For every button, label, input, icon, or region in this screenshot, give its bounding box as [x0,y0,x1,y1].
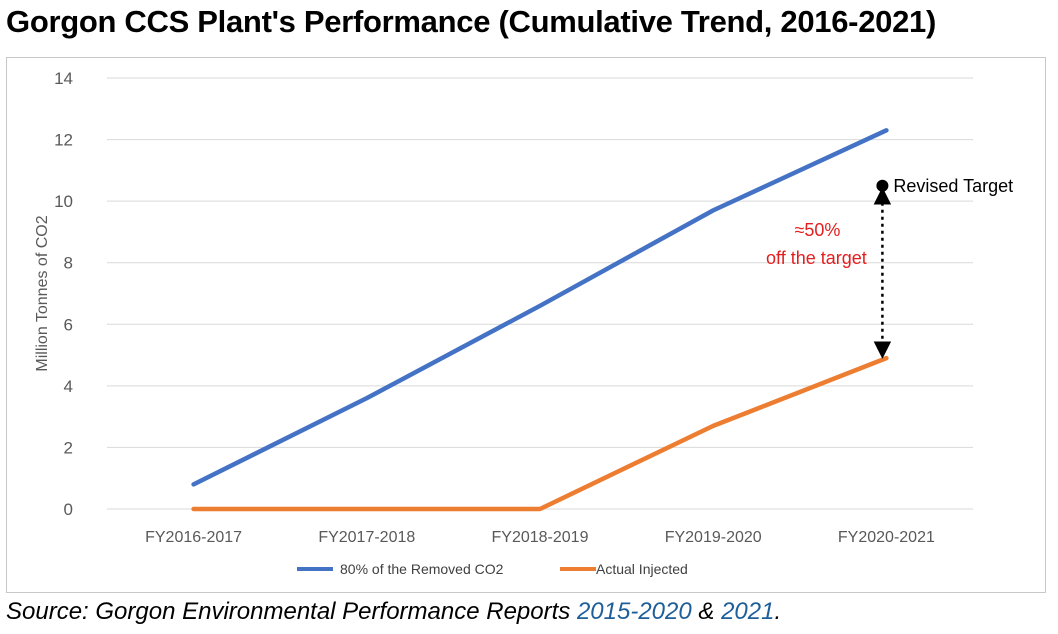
revised-target-label: Revised Target [893,176,1013,196]
y-tick-label: 2 [64,438,73,457]
y-tick-label: 4 [64,377,73,396]
source-link-2021[interactable]: 2021 [721,598,775,625]
line-chart: 0 2 4 6 8 10 12 14 FY2016-2017 FY2017-2018 FY2018-… [34,69,1013,577]
y-tick-label: 6 [64,315,73,334]
y-tick-label: 14 [54,69,73,88]
x-tick-label: FY2016-2017 [145,529,242,546]
series-line-1 [191,128,889,487]
legend-label-1: 80% of the Removed CO2 [340,561,504,577]
y-axis-label: Million Tonnes of CO2 [34,215,51,371]
legend-label-2: Actual Injected [596,561,688,577]
x-tick-label: FY2018-2019 [492,529,589,546]
revised-target-marker [876,179,889,192]
source-link-2015-2020[interactable]: 2015-2020 [576,598,692,625]
y-tick-label: 8 [64,254,73,273]
y-tick-label: 12 [54,131,73,150]
x-tick-label: FY2019-2020 [665,529,762,546]
series-line-2 [191,355,889,512]
source-suffix: . [774,598,782,625]
gap-label-text: off the target [766,248,867,268]
x-tick-label: FY2020-2021 [838,529,935,546]
page-title: Gorgon CCS Plant's Performance (Cumulati… [6,4,936,39]
chart-frame: 0 2 4 6 8 10 12 14 FY2016-2017 FY2017-2018 FY2018-… [6,57,1046,593]
y-tick-label: 10 [54,192,73,211]
source-prefix: Source: Gorgon Environmental Performance… [6,598,577,625]
x-tick-label: FY2017-2018 [318,529,415,546]
y-tick-label: 0 [64,500,73,519]
gap-label-percent: ≈50% [794,220,840,240]
source-line: Source: Gorgon Environmental Performance… [6,598,781,626]
source-middle: & [691,598,722,625]
